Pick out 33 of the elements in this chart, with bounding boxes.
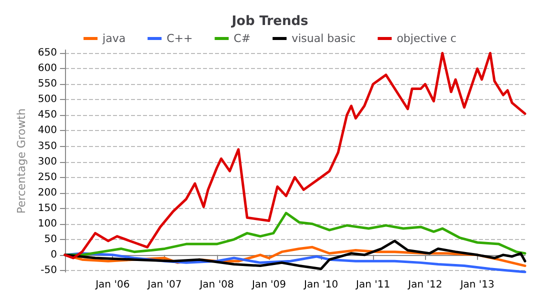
- line-series: [64, 52, 526, 260]
- legend-label: visual basic: [292, 32, 356, 45]
- x-tick-label: Jan '10: [302, 280, 338, 290]
- y-tick-label: 350: [38, 140, 57, 152]
- y-tick-label: -50: [40, 264, 57, 276]
- y-tick-label: 300: [38, 156, 57, 168]
- legend-label: C++: [166, 32, 193, 45]
- y-axis-title: Percentage Growth: [15, 108, 28, 214]
- legend-label: java: [102, 32, 126, 45]
- x-tick-label: Jan '09: [250, 280, 286, 290]
- x-tick-label: Jan '12: [407, 280, 442, 290]
- y-tick-label: 150: [38, 202, 57, 214]
- x-tick-label: Jan '06: [94, 280, 130, 290]
- legend-label: C#: [234, 32, 251, 45]
- line-series: [64, 240, 526, 270]
- x-tick-label: Jan '08: [198, 280, 234, 290]
- y-tick-label: 600: [38, 63, 57, 74]
- y-tick-label: 450: [38, 110, 57, 121]
- legend-label: objective c: [396, 32, 456, 45]
- chart-title: Job Trends: [230, 14, 309, 29]
- y-tick-label: 550: [38, 78, 57, 90]
- y-tick-label: 500: [38, 94, 57, 106]
- y-tick-label: 650: [38, 48, 57, 59]
- x-tick-label: Jan '07: [146, 280, 182, 290]
- y-tick-label: 0: [50, 249, 57, 260]
- y-tick-label: 250: [38, 172, 57, 183]
- y-tick-label: 100: [38, 218, 57, 230]
- y-tick-label: 50: [44, 234, 57, 245]
- y-tick-label: 200: [38, 187, 57, 198]
- x-tick-label: Jan '13: [459, 280, 494, 290]
- line-series: [64, 212, 526, 256]
- x-tick-label: Jan '11: [355, 280, 390, 290]
- y-tick-label: 400: [38, 125, 57, 136]
